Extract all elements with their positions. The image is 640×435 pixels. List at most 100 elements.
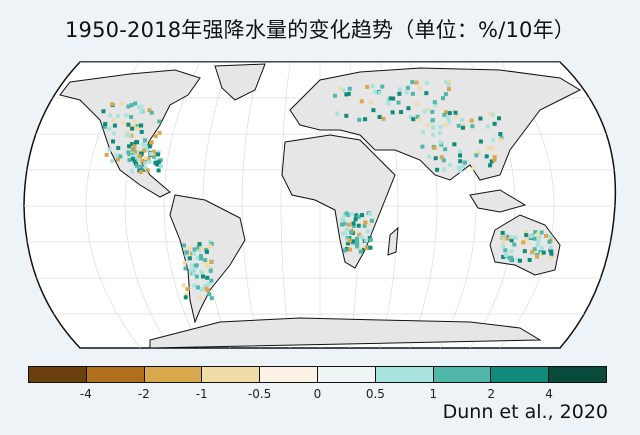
trend-cell <box>346 91 351 96</box>
land <box>59 63 582 348</box>
trend-cell <box>349 212 354 217</box>
trend-cell <box>110 159 115 164</box>
trend-cell <box>199 287 204 292</box>
trend-cell <box>209 296 214 301</box>
trend-cell <box>207 282 212 287</box>
trend-cell <box>427 154 432 159</box>
trend-cell <box>124 113 129 118</box>
trend-cell <box>368 245 373 250</box>
australia <box>489 214 561 276</box>
trend-cell <box>524 238 529 243</box>
trend-cell <box>362 223 367 228</box>
trend-cell <box>365 221 370 226</box>
trend-cell <box>373 90 378 95</box>
trend-cell <box>391 96 396 101</box>
trend-cell <box>139 104 144 109</box>
trend-cell <box>145 168 150 173</box>
trend-cell <box>439 142 444 147</box>
trend-cell <box>192 267 197 272</box>
trend-cell <box>501 254 506 259</box>
trend-cell <box>458 159 463 164</box>
trend-cell <box>435 167 440 172</box>
trend-cell <box>341 88 346 93</box>
trend-cell <box>424 80 429 85</box>
trend-cell <box>386 97 391 102</box>
trend-cell <box>141 148 146 153</box>
trend-cell <box>418 117 423 122</box>
trend-cell <box>134 140 139 145</box>
trend-cell <box>422 109 427 114</box>
trend-cell <box>340 217 345 222</box>
colorbar-bin <box>375 367 434 382</box>
trend-cell <box>132 159 137 164</box>
trend-cell <box>194 263 199 268</box>
trend-cell <box>101 109 106 114</box>
trend-cell <box>470 124 475 129</box>
trend-cell <box>133 149 138 154</box>
colorbar-bin <box>260 367 318 382</box>
trend-cell <box>415 114 420 119</box>
trend-cell <box>345 236 350 241</box>
trend-cell <box>143 138 148 143</box>
trend-cell <box>141 167 146 172</box>
trend-cell <box>190 263 195 268</box>
trend-cell <box>439 155 444 160</box>
trend-cell <box>369 218 374 223</box>
trend-cell <box>139 123 144 128</box>
trend-cell <box>503 248 508 253</box>
trend-cell <box>153 160 158 165</box>
trend-cell <box>351 239 356 244</box>
trend-cell <box>129 103 134 108</box>
colorbar-bin <box>491 367 550 382</box>
trend-cell <box>448 162 453 167</box>
trend-cell <box>132 144 137 149</box>
trend-cell <box>140 158 145 163</box>
colorbar-bin <box>433 367 492 382</box>
trend-cell <box>527 258 532 263</box>
trend-cell <box>344 92 349 97</box>
trend-cell <box>151 154 156 159</box>
trend-cell <box>146 148 151 153</box>
trend-cell <box>209 278 214 283</box>
trend-cell <box>478 116 483 121</box>
trend-cell <box>443 80 448 85</box>
trend-cell <box>539 246 544 251</box>
colorbar-bin <box>317 367 376 382</box>
longitude-line <box>163 62 201 348</box>
trend-cell <box>349 230 354 235</box>
trend-cell <box>492 155 497 160</box>
trend-cell <box>366 229 371 234</box>
trend-cell <box>381 116 386 121</box>
colorbar-bin <box>29 367 87 382</box>
trend-cell <box>538 249 543 254</box>
trend-cell <box>354 213 359 218</box>
trend-cell <box>500 240 505 245</box>
trend-cell <box>195 285 200 290</box>
trend-cell <box>103 122 108 127</box>
trend-cell <box>505 236 510 241</box>
trend-cell <box>452 142 457 147</box>
trend-cell <box>501 244 506 249</box>
trend-cell <box>137 154 142 159</box>
trend-cell <box>341 231 346 236</box>
trend-cell <box>488 163 493 168</box>
trend-cell <box>203 283 208 288</box>
trend-cell <box>549 249 554 254</box>
trend-cell <box>532 236 537 241</box>
trend-cell <box>404 90 409 95</box>
trend-cell <box>130 169 135 174</box>
trend-cell <box>132 119 137 124</box>
trend-cell <box>438 124 443 129</box>
trend-cell <box>532 247 537 252</box>
trend-cell <box>380 84 385 89</box>
trend-cell <box>509 257 514 262</box>
trend-cell <box>354 236 359 241</box>
trend-cell <box>357 117 362 122</box>
trend-cell <box>139 151 144 156</box>
trend-cell <box>442 112 447 117</box>
trend-cell <box>460 125 465 130</box>
trend-cell <box>340 222 345 227</box>
trend-cell <box>487 111 492 116</box>
trend-cell <box>133 153 138 158</box>
trend-cell <box>143 156 148 161</box>
